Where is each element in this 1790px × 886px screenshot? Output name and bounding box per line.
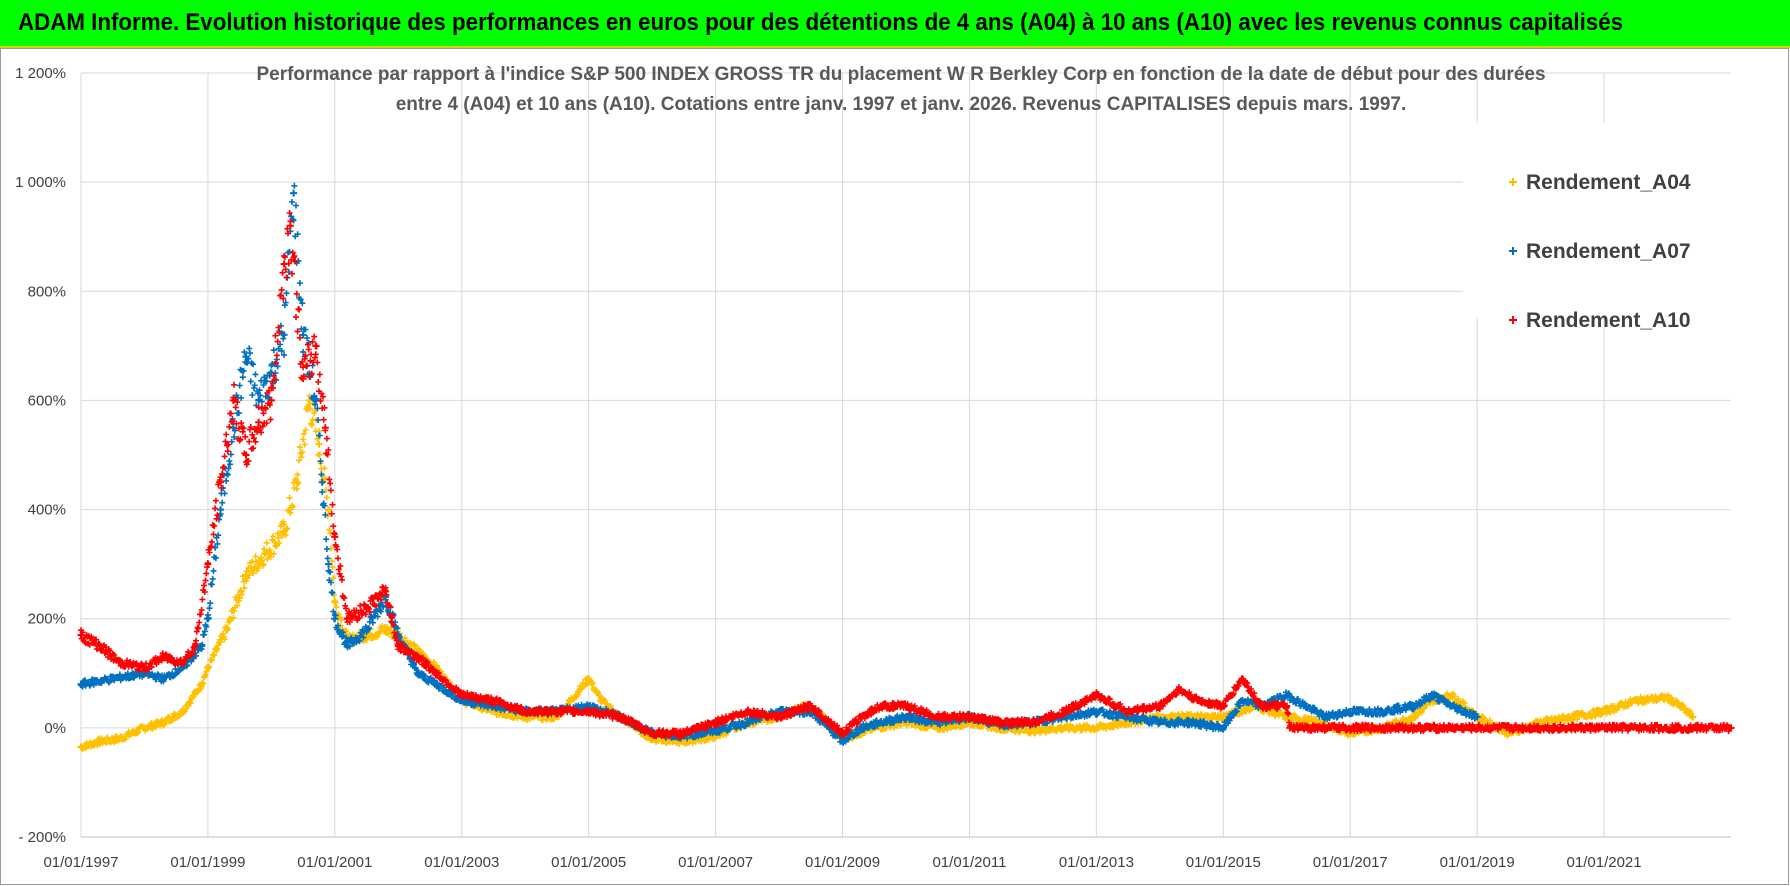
legend-label-A04: Rendement_A04 xyxy=(1526,171,1691,194)
series-markers-A07 xyxy=(78,182,1480,746)
series-A04 xyxy=(77,393,1697,752)
legend-marker-A07 xyxy=(1509,247,1517,255)
x-tick-label: 01/01/2009 xyxy=(805,854,880,871)
x-tick-label: 01/01/2015 xyxy=(1186,854,1261,871)
performance-chart: - 200% 0% 200% 400% 600% 800% 1 000% 1 200% 01/… xyxy=(15,64,1735,871)
x-tick-label: 01/01/2011 xyxy=(932,854,1006,871)
legend-label-A10: Rendement_A10 xyxy=(1526,309,1691,332)
x-tick-label: 01/01/2001 xyxy=(297,854,372,871)
y-tick-label: 1 200% xyxy=(15,65,66,82)
x-tick-label: 01/01/2019 xyxy=(1440,854,1515,871)
x-tick-label: 01/01/2005 xyxy=(551,854,626,871)
legend-label-A07: Rendement_A07 xyxy=(1526,240,1691,263)
chart-gridlines xyxy=(80,72,1731,838)
series-markers-A04 xyxy=(78,393,1696,752)
data-point xyxy=(267,396,275,404)
chart-series xyxy=(77,182,1735,752)
y-axis-ticks: - 200% 0% 200% 400% 600% 800% 1 000% 1 200% xyxy=(15,65,66,846)
x-tick-label: 01/01/2007 xyxy=(678,854,753,871)
data-point xyxy=(325,560,332,568)
x-axis-ticks: 01/01/1997 01/01/1999 01/01/2001 01/01/2003… xyxy=(43,854,1641,871)
y-tick-label: 200% xyxy=(28,611,66,628)
report-banner: ADAM Informe. Evolution historique des p… xyxy=(0,0,1790,48)
x-tick-label: 01/01/2017 xyxy=(1313,854,1388,871)
report-title: ADAM Informe. Evolution historique des p… xyxy=(18,9,1624,36)
data-point xyxy=(318,478,326,486)
chart-frame: - 200% 0% 200% 400% 600% 800% 1 000% 1 200% 01/… xyxy=(0,48,1789,885)
x-tick-label: 01/01/1999 xyxy=(170,854,245,871)
data-point xyxy=(255,418,263,426)
series-A10 xyxy=(77,210,1735,740)
chart-title-line1: Performance par rapport à l'indice S&P 5… xyxy=(256,64,1545,85)
x-tick-label: 01/01/1997 xyxy=(43,854,118,871)
y-tick-label: 400% xyxy=(28,502,66,519)
y-tick-label: 0% xyxy=(44,720,66,737)
chart-title-line2: entre 4 (A04) et 10 ans (A10). Cotations… xyxy=(396,94,1407,115)
legend-marker-A04 xyxy=(1509,178,1517,186)
series-markers-A10 xyxy=(78,210,1734,740)
x-tick-label: 01/01/2013 xyxy=(1059,854,1134,871)
y-tick-label: 600% xyxy=(28,392,66,409)
data-point xyxy=(290,189,298,197)
data-point xyxy=(315,440,323,448)
legend-marker-A10 xyxy=(1509,316,1517,324)
legend-box xyxy=(1463,123,1731,318)
chart-legend: Rendement_A04 Rendement_A07 Rendement_A10 xyxy=(1509,171,1691,332)
x-tick-label: 01/01/2021 xyxy=(1567,854,1642,871)
x-tick-label: 01/01/2003 xyxy=(424,854,499,871)
y-tick-label: - 200% xyxy=(18,829,66,846)
y-tick-label: 1 000% xyxy=(15,174,66,191)
y-tick-label: 800% xyxy=(28,283,66,300)
series-A07 xyxy=(77,182,1481,746)
